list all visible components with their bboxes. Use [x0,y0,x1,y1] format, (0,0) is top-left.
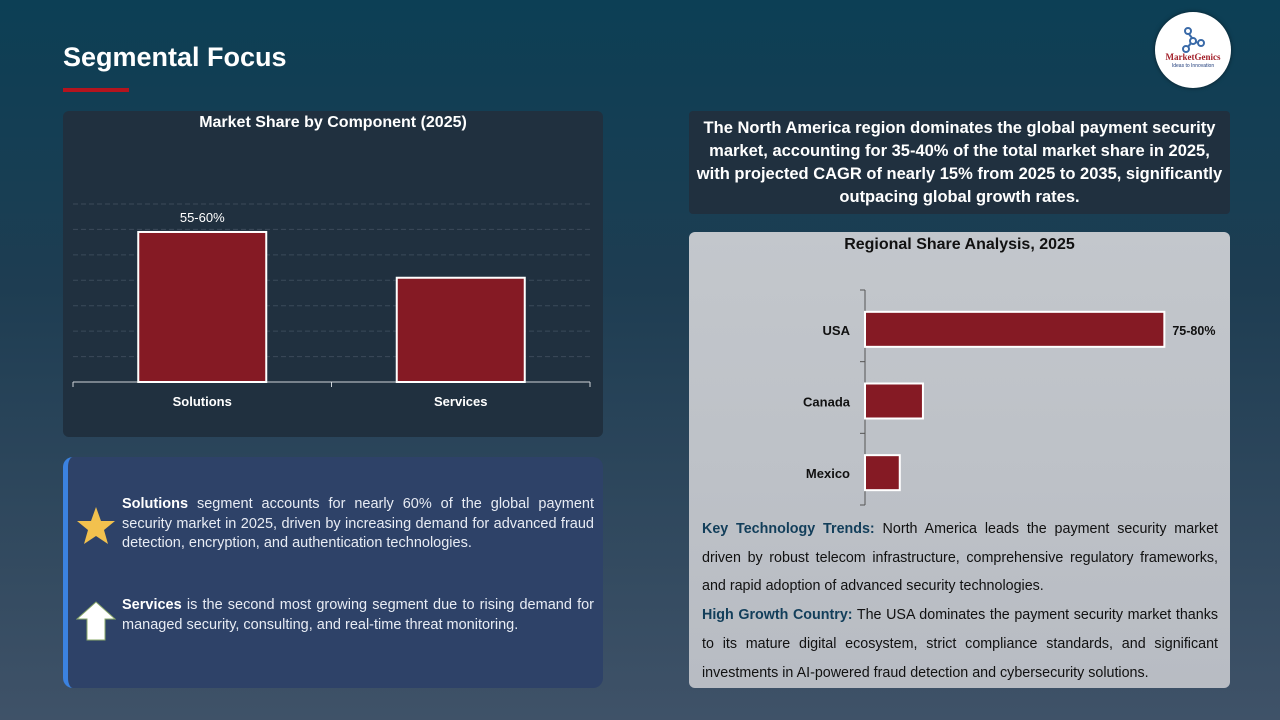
regional-bar-chart: USA 75-80% Canada Mexico [803,289,1215,506]
north-america-callout: The North America region dominates the g… [689,111,1230,214]
bar-canada [864,382,924,420]
logo: MarketGenics Ideas to Innovation [1155,12,1231,88]
key-technology-trends: Key Technology Trends: North America lea… [702,515,1218,601]
category-label: Mexico [806,466,850,481]
title-underline [63,88,129,92]
bar-mexico [864,454,901,492]
segment-notes-panel: Solutions segment accounts for nearly 60… [63,457,603,688]
component-bar-chart: Solutions 55-60% Services [72,203,591,409]
trend-label: High Growth Country: [702,607,853,624]
solutions-note: Solutions segment accounts for nearly 60… [122,495,594,554]
component-chart-panel: Market Share by Component (2025) Solutio… [63,111,603,437]
svg-text:MarketGenics: MarketGenics [1166,52,1221,62]
category-label: Solutions [173,394,232,409]
bar-services [395,276,526,383]
page-title: Segmental Focus [63,42,287,72]
services-note: Services is the second most growing segm… [122,596,594,635]
chart-title: Regional Share Analysis, 2025 [844,236,1075,253]
data-label: 75-80% [1172,324,1215,338]
trend-text: The USA dominates the payment security m… [702,607,1218,681]
trend-label: Key Technology Trends: [702,521,875,537]
arrow-up-icon [76,601,116,641]
trend-text: North America leads the payment security… [702,521,1218,595]
note-bold: Services [122,597,182,613]
chart-title: Market Share by Component (2025) [199,114,467,131]
note-bold: Solutions [122,496,189,512]
category-label: Canada [803,395,851,410]
star-icon [77,507,115,544]
category-label: USA [823,323,851,338]
svg-text:Ideas to Innovation: Ideas to Innovation [1172,63,1214,69]
logo-network-icon: MarketGenics Ideas to Innovation [1166,27,1221,69]
high-growth-country: High Growth Country: The USA dominates t… [702,601,1218,687]
note-text: is the second most growing segment due t… [122,597,594,633]
trends-text: Key Technology Trends: North America lea… [702,515,1218,687]
note-text: segment accounts for nearly 60% of the g… [122,496,594,551]
bar-usa [864,310,1166,348]
regional-chart-panel: Regional Share Analysis, 2025 USA 75-80% C… [689,232,1230,688]
data-label: 55-60% [180,210,225,225]
bar-solutions [137,230,268,383]
category-label: Services [434,394,488,409]
